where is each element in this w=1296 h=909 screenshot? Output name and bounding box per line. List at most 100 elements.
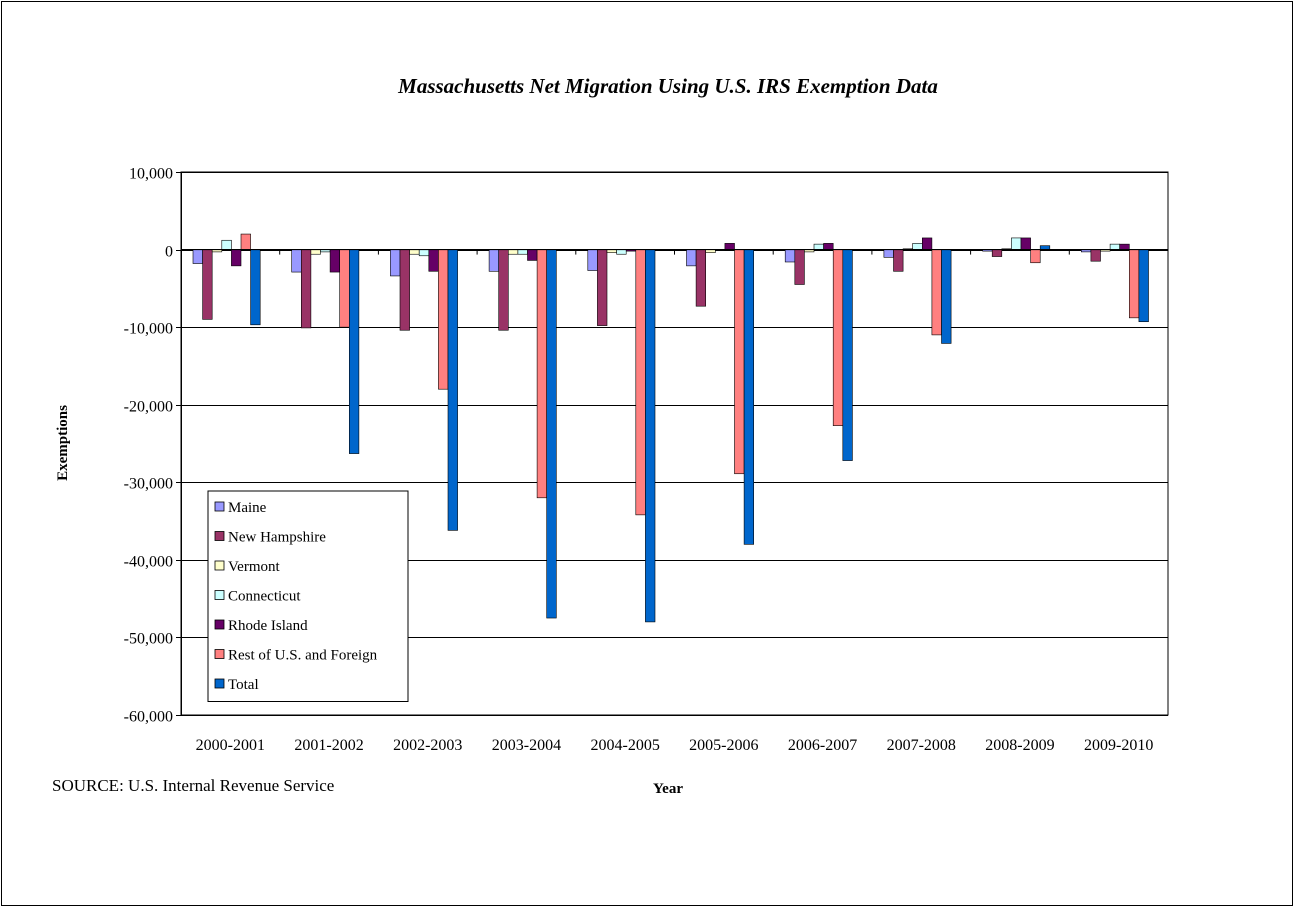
- bar-rest-of-u-s-and-foreign-2009-2010: [1129, 249, 1140, 319]
- bar-new-hampshire-2008-2009: [991, 249, 1003, 257]
- legend-entry: New Hampshire: [228, 530, 326, 546]
- bar-maine-2001-2002: [291, 249, 302, 273]
- x-tick-label: 2001-2002: [294, 737, 363, 754]
- bar-rhode-island-2001-2002: [329, 249, 341, 273]
- bar-connecticut-2003-2004: [517, 249, 528, 255]
- bar-new-hampshire-2006-2007: [794, 249, 805, 285]
- bar-rest-of-u-s-and-foreign-2008-2009: [1030, 249, 1041, 264]
- bar-rest-of-u-s-and-foreign-2003-2004: [536, 249, 547, 499]
- x-tick-label: 2006-2007: [788, 737, 857, 754]
- bar-total-2005-2006: [743, 249, 754, 545]
- x-tick-label: 2009-2010: [1084, 737, 1153, 754]
- bar-rhode-island-2007-2008: [921, 237, 933, 250]
- bar-rhode-island-2009-2010: [1119, 243, 1130, 250]
- x-tick-label: 2002-2003: [393, 737, 462, 754]
- bar-new-hampshire-2000-2001: [202, 249, 213, 320]
- legend-entry: Connecticut: [228, 589, 301, 605]
- legend-swatch: [214, 590, 225, 600]
- bar-new-hampshire-2007-2008: [893, 249, 904, 272]
- bar-new-hampshire-2004-2005: [597, 249, 608, 326]
- bar-rhode-island-2002-2003: [428, 249, 439, 272]
- y-tick-label: -30,000: [124, 476, 173, 493]
- legend-swatch: [214, 531, 225, 541]
- bar-rest-of-u-s-and-foreign-2006-2007: [832, 249, 844, 426]
- bar-vermont-2001-2002: [310, 249, 321, 255]
- bar-total-2006-2007: [842, 249, 853, 461]
- bar-total-2004-2005: [645, 249, 656, 623]
- bar-rhode-island-2003-2004: [527, 249, 538, 261]
- x-tick-label: 2005-2006: [689, 737, 758, 754]
- bar-total-2007-2008: [941, 249, 952, 344]
- legend: Maine New Hampshire Vermont Connecticut Rhod…: [207, 490, 409, 702]
- bar-new-hampshire-2005-2006: [695, 249, 706, 307]
- y-tick-label: 10,000: [129, 166, 173, 183]
- bar-rhode-island-2006-2007: [823, 243, 834, 250]
- bar-rest-of-u-s-and-foreign-2005-2006: [734, 249, 745, 475]
- bar-connecticut-2004-2005: [616, 249, 627, 255]
- bar-total-2003-2004: [546, 249, 557, 619]
- x-tick-label: 2000-2001: [196, 737, 265, 754]
- legend-swatch: [214, 649, 225, 659]
- bar-vermont-2003-2004: [507, 249, 519, 255]
- bar-rest-of-u-s-and-foreign-2007-2008: [931, 249, 942, 336]
- bar-total-2000-2001: [250, 249, 261, 326]
- bar-new-hampshire-2003-2004: [498, 249, 509, 331]
- bar-new-hampshire-2002-2003: [399, 249, 410, 331]
- bar-maine-2003-2004: [488, 249, 500, 272]
- bar-total-2002-2003: [447, 249, 458, 531]
- legend-swatch: [214, 678, 225, 689]
- y-tick-label: -40,000: [124, 554, 173, 571]
- x-tick-label: 2007-2008: [887, 737, 956, 754]
- y-tick-label: -60,000: [124, 709, 173, 726]
- bar-rhode-island-2005-2006: [724, 243, 735, 250]
- bar-vermont-2002-2003: [409, 249, 420, 255]
- legend-entry: Vermont: [228, 559, 280, 575]
- legend-entry: Rest of U.S. and Foreign: [228, 648, 378, 664]
- legend-entry: Maine: [228, 500, 267, 516]
- bar-maine-2005-2006: [686, 249, 697, 267]
- legend-entry: Rhode Island: [228, 618, 308, 634]
- bar-total-2001-2002: [348, 249, 360, 454]
- bar-maine-2002-2003: [390, 249, 401, 277]
- x-axis-label: Year: [653, 781, 683, 797]
- bar-connecticut-2008-2009: [1011, 237, 1022, 250]
- x-tick-label: 2003-2004: [492, 737, 561, 754]
- y-tick-label: -20,000: [124, 399, 173, 416]
- bar-new-hampshire-2001-2002: [300, 249, 312, 329]
- legend-entry: Total: [228, 677, 259, 693]
- bar-connecticut-2009-2010: [1109, 243, 1120, 250]
- legend-swatch: [214, 619, 225, 630]
- bar-rest-of-u-s-and-foreign-2000-2001: [240, 233, 251, 250]
- bar-rhode-island-2008-2009: [1020, 237, 1031, 250]
- x-tick-label: 2004-2005: [590, 737, 659, 754]
- y-tick-label: -10,000: [124, 321, 173, 338]
- gridlines: [180, 171, 1169, 716]
- bar-rest-of-u-s-and-foreign-2001-2002: [339, 249, 350, 328]
- bar-connecticut-2000-2001: [221, 239, 232, 250]
- bar-maine-2006-2007: [784, 249, 796, 263]
- source-note: SOURCE: U.S. Internal Revenue Service: [52, 776, 335, 795]
- axes: 10,000 0 -10,000 -20,000 -30,000 -40,000 -50,0…: [124, 166, 1169, 754]
- y-axis-label: Exemptions: [55, 405, 71, 481]
- bar-rest-of-u-s-and-foreign-2004-2005: [635, 249, 646, 516]
- y-tick-label: 0: [165, 244, 173, 261]
- legend-swatch: [214, 560, 225, 571]
- bar-rhode-island-2000-2001: [231, 249, 242, 267]
- bar-maine-2004-2005: [587, 249, 598, 271]
- bar-connecticut-2002-2003: [418, 249, 430, 257]
- legend-swatch: [214, 501, 225, 512]
- bars: [192, 233, 1149, 623]
- bar-total-2009-2010: [1138, 249, 1149, 323]
- bar-rest-of-u-s-and-foreign-2002-2003: [438, 249, 449, 390]
- x-tick-label: 2008-2009: [985, 737, 1054, 754]
- y-tick-label: -50,000: [124, 631, 173, 648]
- bar-maine-2007-2008: [883, 249, 894, 258]
- bar-new-hampshire-2009-2010: [1090, 249, 1101, 262]
- bar-maine-2000-2001: [192, 249, 203, 264]
- bar-connecticut-2006-2007: [813, 243, 824, 250]
- legend-box: [207, 490, 409, 702]
- chart-title: Massachusetts Net Migration Using U.S. I…: [397, 74, 938, 98]
- bar-connecticut-2007-2008: [912, 243, 923, 250]
